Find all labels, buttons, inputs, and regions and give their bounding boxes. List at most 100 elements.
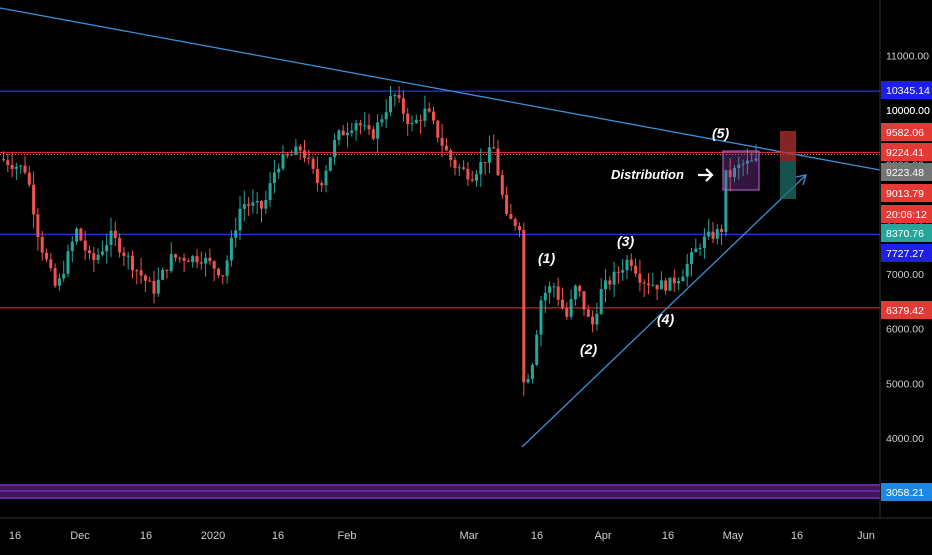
- candle-body: [612, 271, 616, 285]
- candle-body: [6, 160, 10, 166]
- candle-body: [745, 160, 749, 164]
- candle-body: [174, 254, 177, 258]
- candle-body: [483, 161, 487, 163]
- candle-body: [88, 250, 91, 254]
- wave-label-5: (5): [712, 125, 729, 141]
- price-label-badge: [881, 184, 932, 202]
- descending-trendline[interactable]: [0, 7, 881, 171]
- price-label: 9223.48: [886, 167, 924, 179]
- horizontal-levels: [0, 90, 880, 309]
- distribution-box[interactable]: [722, 150, 760, 191]
- price-label: 9582.06: [886, 127, 924, 139]
- candle-body: [582, 291, 586, 310]
- time-tick-label: Feb: [338, 530, 357, 542]
- candle-body: [664, 280, 668, 291]
- candle-body: [242, 204, 246, 209]
- candle-body: [401, 98, 405, 114]
- price-label-badge: [881, 81, 932, 99]
- candle-body: [251, 202, 255, 206]
- price-label: 9013.79: [886, 188, 924, 200]
- candle-body: [479, 161, 483, 175]
- candle-body: [14, 166, 18, 169]
- candle-body: [578, 285, 582, 292]
- take-profit-box[interactable]: [780, 161, 796, 199]
- candle-body: [591, 316, 595, 325]
- candle-body: [470, 179, 474, 181]
- candle-body: [294, 146, 298, 155]
- candle-body: [410, 122, 414, 124]
- candle-body: [625, 259, 629, 271]
- candle-body: [604, 280, 607, 290]
- candle-body: [62, 273, 66, 279]
- ascending-trendline[interactable]: [521, 174, 807, 448]
- candle-body: [122, 252, 126, 257]
- price-label: 7727.27: [886, 248, 924, 260]
- candle-body: [298, 146, 302, 151]
- candle-body: [518, 226, 521, 231]
- candle-body: [702, 236, 706, 248]
- candle-body: [427, 108, 431, 112]
- candle-body: [741, 163, 745, 165]
- candle-body: [23, 165, 27, 173]
- candle-body: [449, 150, 453, 161]
- candle-body: [83, 240, 87, 251]
- time-tick-label: 2020: [201, 530, 225, 542]
- candle-body: [255, 200, 259, 203]
- candle-body: [208, 257, 212, 262]
- candle-body: [195, 256, 199, 263]
- wave-label-4: (4): [657, 311, 674, 327]
- candle-body: [371, 129, 375, 139]
- candle-body: [333, 139, 337, 158]
- candle-body: [638, 273, 642, 283]
- candle-body: [715, 228, 719, 239]
- candle-body: [535, 334, 539, 365]
- candle-body: [651, 284, 655, 286]
- candle-body: [728, 170, 732, 178]
- candle-body: [307, 157, 311, 159]
- candle-body: [358, 123, 362, 126]
- price-label-badge: [881, 244, 932, 262]
- candle-body: [311, 158, 315, 169]
- price-label-badge: [881, 224, 932, 242]
- candle-body: [105, 245, 109, 252]
- candle-body: [548, 286, 552, 293]
- candle-body: [118, 237, 122, 253]
- candle-body: [182, 257, 186, 261]
- candle-body: [539, 300, 543, 335]
- candle-body: [303, 150, 306, 158]
- price-label: 8370.76: [886, 228, 924, 240]
- candle-body: [100, 251, 104, 255]
- candle-body: [350, 130, 354, 133]
- price-label-badge: [881, 301, 932, 319]
- candle-body: [36, 214, 40, 238]
- candle-body: [53, 268, 57, 286]
- candle-body: [492, 147, 496, 149]
- candle-body: [496, 148, 500, 176]
- time-axis[interactable]: 16 Dec 16 2020 16 Feb Mar 16 Apr 16 May 16 Jun: [9, 530, 875, 542]
- time-tick-label: Apr: [594, 530, 611, 542]
- candle-body: [608, 280, 612, 285]
- candle-body: [268, 183, 272, 201]
- candle-body: [500, 175, 504, 195]
- candle-body: [681, 276, 685, 282]
- stop-loss-box[interactable]: [780, 131, 796, 161]
- time-tick-label: 16: [791, 530, 803, 542]
- candle-body: [264, 200, 268, 209]
- price-tick-label: 5000.00: [886, 378, 924, 390]
- candle-body: [229, 237, 233, 261]
- candle-body: [225, 260, 229, 276]
- price-label-badge: [881, 163, 932, 181]
- candle-body: [659, 280, 663, 290]
- price-label: 3058.21: [886, 487, 924, 499]
- candle-body: [690, 252, 693, 264]
- candle-body: [720, 228, 724, 232]
- candle-body: [32, 184, 36, 215]
- candle-body: [419, 119, 423, 121]
- candle-body: [324, 170, 328, 186]
- candle-body: [354, 123, 358, 131]
- time-tick-label: 16: [9, 530, 21, 542]
- candle-body: [66, 251, 70, 274]
- time-tick-label: 16: [662, 530, 674, 542]
- candle-body: [616, 271, 620, 273]
